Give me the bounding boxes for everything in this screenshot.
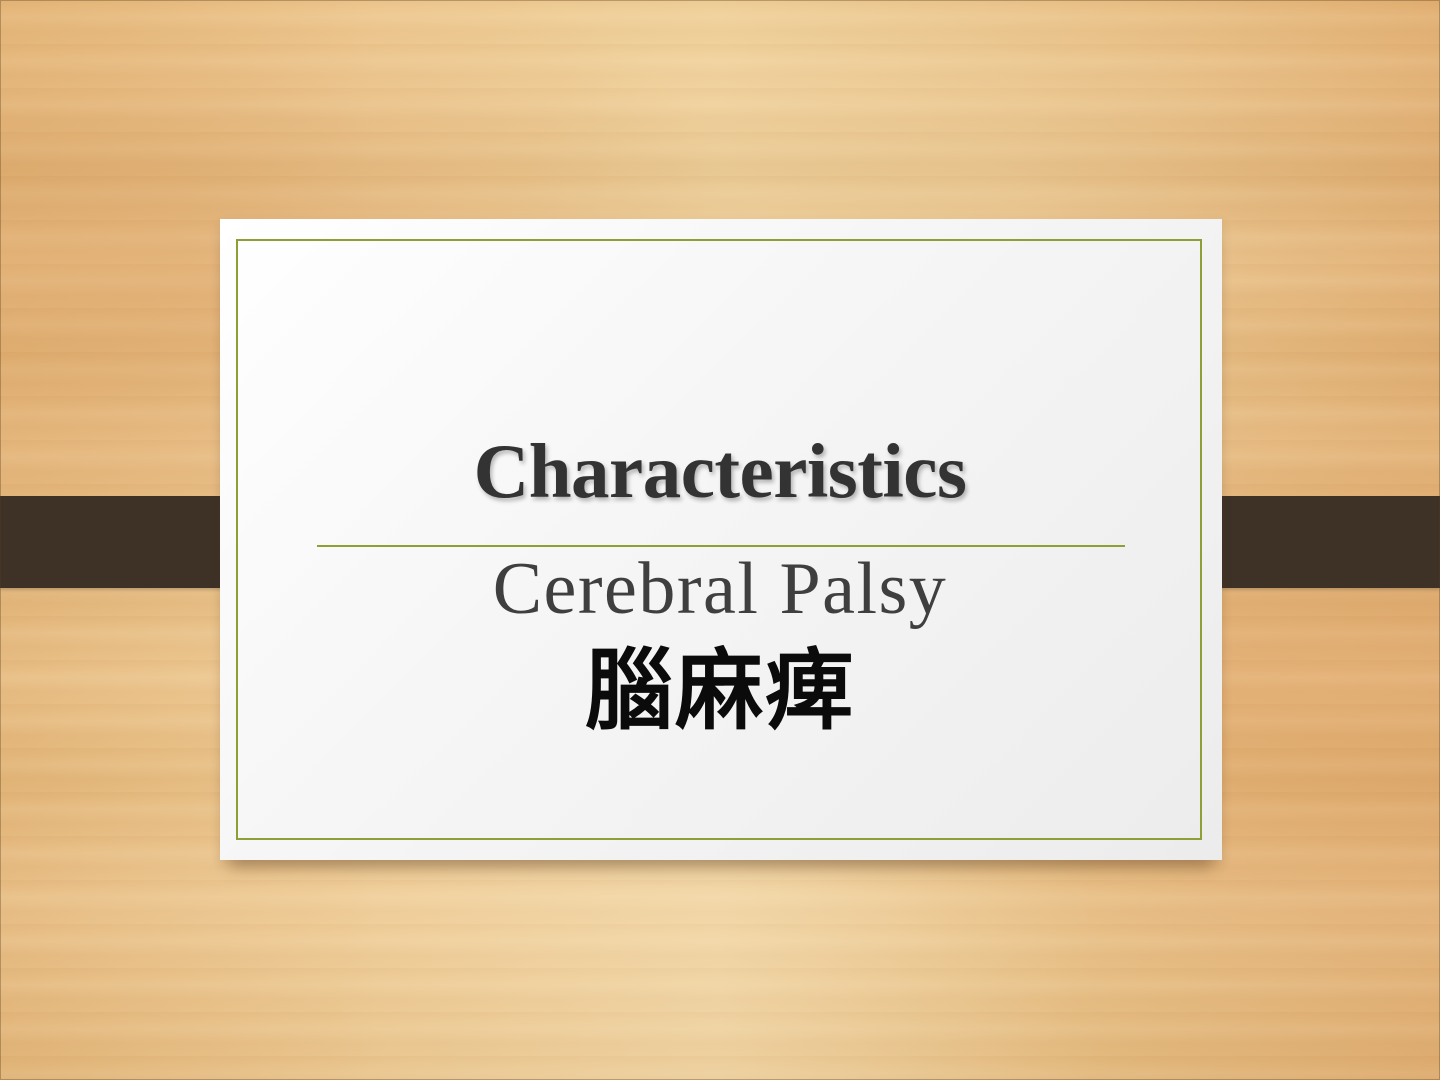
title-divider [317, 545, 1125, 547]
slide-title: Characteristics [473, 428, 967, 514]
left-strap [0, 496, 262, 588]
title-card [220, 219, 1222, 860]
card-border [236, 239, 1202, 840]
slide-subtitle-english: Cerebral Palsy [492, 548, 948, 630]
right-strap [1180, 496, 1440, 588]
slide-subtitle-chinese: 腦麻痺 [584, 639, 855, 742]
